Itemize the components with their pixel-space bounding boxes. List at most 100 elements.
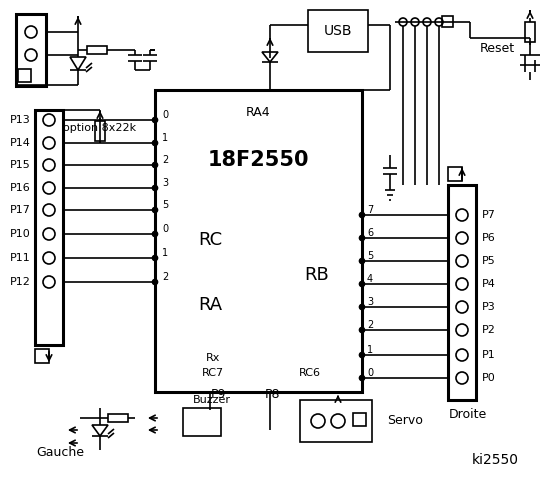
Circle shape <box>456 232 468 244</box>
Text: P11: P11 <box>11 253 31 263</box>
Text: 2: 2 <box>367 320 373 330</box>
Circle shape <box>359 375 364 381</box>
Text: 3: 3 <box>162 178 168 188</box>
Circle shape <box>43 137 55 149</box>
Circle shape <box>423 18 431 26</box>
Circle shape <box>399 18 407 26</box>
Circle shape <box>456 255 468 267</box>
Circle shape <box>153 118 158 122</box>
Text: P12: P12 <box>10 277 31 287</box>
Circle shape <box>153 185 158 191</box>
Text: P16: P16 <box>11 183 31 193</box>
Bar <box>308 10 368 52</box>
Circle shape <box>456 209 468 221</box>
Text: Servo: Servo <box>387 415 423 428</box>
Circle shape <box>43 182 55 194</box>
Text: 2: 2 <box>162 272 168 282</box>
Text: Gauche: Gauche <box>36 445 84 458</box>
Bar <box>95 120 105 141</box>
Text: P9: P9 <box>210 388 226 401</box>
Bar <box>35 349 49 363</box>
Text: RC: RC <box>198 231 222 249</box>
Text: 6: 6 <box>367 228 373 238</box>
Text: RC7: RC7 <box>202 368 224 378</box>
Text: P14: P14 <box>10 138 31 148</box>
Bar <box>86 46 107 54</box>
Circle shape <box>153 255 158 261</box>
Circle shape <box>153 279 158 285</box>
Text: P3: P3 <box>482 302 495 312</box>
Bar <box>155 90 362 392</box>
Text: P10: P10 <box>11 229 31 239</box>
Circle shape <box>359 352 364 358</box>
Text: P5: P5 <box>482 256 495 266</box>
Text: 18F2550: 18F2550 <box>208 150 309 170</box>
Circle shape <box>435 18 443 26</box>
Text: 0: 0 <box>162 224 168 234</box>
Text: 5: 5 <box>162 200 168 210</box>
Text: 0: 0 <box>162 110 168 120</box>
Text: P15: P15 <box>11 160 31 170</box>
Circle shape <box>359 281 364 287</box>
Bar <box>300 400 372 442</box>
Text: 1: 1 <box>367 345 373 355</box>
Text: P8: P8 <box>264 388 280 401</box>
Circle shape <box>411 18 419 26</box>
Circle shape <box>43 276 55 288</box>
Circle shape <box>153 231 158 237</box>
Text: P1: P1 <box>482 350 495 360</box>
Text: 7: 7 <box>367 205 373 215</box>
Text: RB: RB <box>305 266 330 284</box>
Bar <box>183 408 221 436</box>
Text: Rx: Rx <box>206 353 220 363</box>
Text: P17: P17 <box>10 205 31 215</box>
Text: P13: P13 <box>11 115 31 125</box>
Circle shape <box>359 259 364 264</box>
Circle shape <box>153 207 158 213</box>
Text: Droite: Droite <box>449 408 487 421</box>
Text: RA: RA <box>198 296 222 314</box>
Text: USB: USB <box>324 24 352 38</box>
Circle shape <box>359 304 364 310</box>
Text: 2: 2 <box>162 155 168 165</box>
Circle shape <box>331 414 345 428</box>
Circle shape <box>25 49 37 61</box>
Text: 3: 3 <box>367 297 373 307</box>
Circle shape <box>359 236 364 240</box>
Circle shape <box>456 372 468 384</box>
Circle shape <box>456 301 468 313</box>
Text: Buzzer: Buzzer <box>193 395 231 405</box>
Text: 0: 0 <box>367 368 373 378</box>
Circle shape <box>153 141 158 145</box>
Bar <box>107 414 128 422</box>
Text: 5: 5 <box>367 251 373 261</box>
Circle shape <box>359 213 364 217</box>
Circle shape <box>43 114 55 126</box>
Bar <box>448 185 476 400</box>
Circle shape <box>25 26 37 38</box>
Circle shape <box>43 228 55 240</box>
Circle shape <box>153 163 158 168</box>
Circle shape <box>456 349 468 361</box>
Text: option 8x22k: option 8x22k <box>64 123 137 133</box>
Text: ki2550: ki2550 <box>472 453 519 467</box>
Circle shape <box>311 414 325 428</box>
Text: P6: P6 <box>482 233 495 243</box>
Text: P0: P0 <box>482 373 495 383</box>
Bar <box>353 413 366 426</box>
Text: RA4: RA4 <box>246 106 271 119</box>
Text: RC6: RC6 <box>299 368 321 378</box>
Text: 1: 1 <box>162 248 168 258</box>
Text: P7: P7 <box>482 210 496 220</box>
Text: P4: P4 <box>482 279 496 289</box>
Circle shape <box>43 252 55 264</box>
Text: P2: P2 <box>482 325 496 335</box>
Bar <box>18 69 31 82</box>
Bar <box>448 167 462 181</box>
Circle shape <box>43 159 55 171</box>
Text: 4: 4 <box>367 274 373 284</box>
Text: Reset: Reset <box>479 41 514 55</box>
Bar <box>35 110 63 345</box>
Circle shape <box>456 278 468 290</box>
Bar <box>525 22 535 41</box>
